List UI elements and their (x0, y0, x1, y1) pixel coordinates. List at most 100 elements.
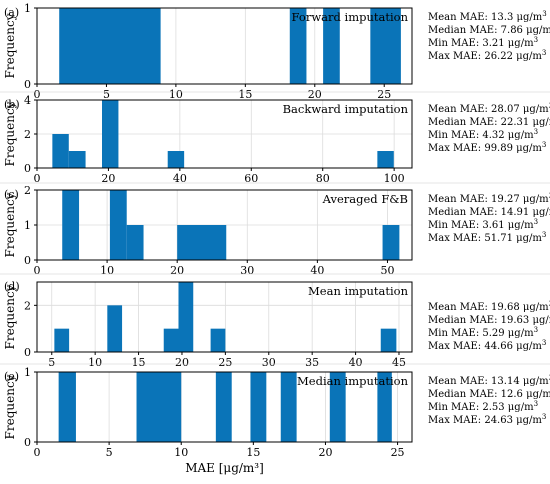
y-tick-label: 2 (24, 299, 31, 312)
x-tick-label: 25 (377, 88, 391, 101)
histogram-bar (126, 225, 144, 260)
panel-label: (c) (4, 188, 19, 201)
x-tick-label: 50 (380, 264, 394, 277)
x-tick-label: 0 (34, 88, 41, 101)
y-tick-label: 0 (24, 78, 31, 91)
stat-mean: Mean MAE: 19.27 μg/m3 (428, 192, 550, 205)
x-tick-label: 0 (34, 446, 41, 459)
histogram-bar (370, 8, 401, 84)
histogram-bar (289, 8, 307, 84)
histogram-bar (380, 328, 397, 352)
stat-median: Median MAE: 12.6 μg/m3 (428, 387, 550, 400)
y-tick-label: 0 (24, 254, 31, 267)
panel-label: (b) (4, 98, 20, 111)
x-tick-label: 20 (175, 356, 189, 369)
y-axis-label: Frequency (3, 284, 17, 349)
histogram-bar (178, 282, 194, 352)
x-tick-label: 30 (240, 264, 254, 277)
x-tick-label: 45 (392, 356, 406, 369)
stat-median: Median MAE: 22.31 μg/m3 (428, 115, 550, 128)
y-tick-label: 1 (24, 366, 31, 379)
histogram-bar (280, 372, 297, 442)
y-tick-label: 2 (24, 184, 31, 197)
histogram-bar (52, 134, 69, 168)
x-tick-label: 40 (349, 356, 363, 369)
histogram-bar (250, 372, 267, 442)
axes-frame (36, 7, 413, 85)
histogram-bar (109, 190, 127, 260)
x-tick-label: 30 (262, 356, 276, 369)
histogram-bar (58, 372, 76, 442)
histogram-bar (163, 328, 179, 352)
panel-label: (a) (4, 6, 19, 19)
y-tick-label: 2 (24, 128, 31, 141)
x-tick-label: 20 (308, 88, 322, 101)
y-tick-label: 0 (24, 346, 31, 359)
y-axis-label: Frequency (3, 101, 17, 166)
y-axis-label: Frequency (3, 13, 17, 78)
stat-min: Min MAE: 5.29 μg/m3 (428, 326, 538, 339)
x-tick-label: 25 (218, 356, 232, 369)
y-tick-label: 4 (24, 94, 31, 107)
panel-c: 0 10 20 30 40 50 0 1 2 Frequency(c) Averaged F&B Me… (3, 184, 550, 277)
panel-label: (e) (4, 370, 19, 383)
x-tick-label: 40 (173, 172, 187, 185)
histogram-bar (62, 190, 80, 260)
histogram-bar (215, 372, 232, 442)
panel-title: Mean imputation (308, 284, 409, 298)
stat-min: Min MAE: 2.53 μg/m3 (428, 400, 538, 413)
histogram-bar (177, 225, 227, 260)
panel-label: (d) (4, 280, 20, 293)
histogram-bar (167, 151, 185, 168)
x-tick-label: 25 (391, 446, 405, 459)
x-tick-label: 0 (34, 264, 41, 277)
histogram-bar (59, 8, 161, 84)
stat-min: Min MAE: 3.21 μg/m3 (428, 36, 538, 49)
axes-frame (36, 281, 413, 353)
x-tick-label: 20 (101, 172, 115, 185)
stat-max: Max MAE: 26.22 μg/m3 (428, 49, 546, 62)
x-tick-label: 10 (169, 88, 183, 101)
stat-min: Min MAE: 4.32 μg/m3 (428, 128, 538, 141)
histogram-bar (323, 8, 340, 84)
stat-max: Max MAE: 51.71 μg/m3 (428, 231, 546, 244)
y-axis-label: Frequency (3, 374, 17, 439)
x-tick-label: 20 (318, 446, 332, 459)
panel-title: Backward imputation (283, 102, 409, 116)
stat-max: Max MAE: 99.89 μg/m3 (428, 141, 546, 154)
x-tick-label: 80 (316, 172, 330, 185)
panel-d: 5 10 15 20 25 30 35 40 45 0 2 Frequency(d) Mean impu… (3, 280, 550, 369)
histogram-bar (377, 372, 392, 442)
panel-a: 0 5 10 15 20 25 0 1 Frequency(a) Forward imputati… (3, 2, 550, 101)
y-tick-label: 0 (24, 162, 31, 175)
x-tick-label: 10 (174, 446, 188, 459)
panel-title: Forward imputation (292, 10, 409, 24)
histogram-bar (54, 328, 70, 352)
x-tick-label: 5 (106, 446, 113, 459)
stat-mean: Mean MAE: 19.68 μg/m3 (428, 300, 550, 313)
x-tick-label: 15 (246, 446, 260, 459)
histogram-bar (68, 151, 86, 168)
histogram-bar (136, 372, 182, 442)
x-tick-label: 60 (244, 172, 258, 185)
x-tick-label: 0 (34, 172, 41, 185)
histogram-bar (107, 305, 123, 352)
y-tick-label: 0 (24, 436, 31, 449)
y-tick-label: 1 (24, 219, 31, 232)
panel-e: 0 5 10 15 20 25 0 1 Frequency(e) Median imputatio… (3, 366, 550, 475)
stat-median: Median MAE: 14.91 μg/m3 (428, 205, 550, 218)
axes-frame (36, 371, 413, 443)
stat-max: Max MAE: 44.66 μg/m3 (428, 339, 546, 352)
stat-mean: Mean MAE: 28.07 μg/m3 (428, 102, 550, 115)
stat-mean: Mean MAE: 13.3 μg/m3 (428, 10, 547, 23)
histogram-bar (329, 372, 346, 442)
x-tick-label: 5 (103, 88, 110, 101)
x-tick-label: 35 (305, 356, 319, 369)
x-tick-label: 15 (132, 356, 146, 369)
histogram-bar (102, 100, 119, 168)
y-axis-label: Frequency (3, 192, 17, 257)
stat-mean: Mean MAE: 13.14 μg/m3 (428, 374, 550, 387)
x-tick-label: 5 (48, 356, 55, 369)
histogram-bar (382, 225, 400, 260)
panel-title: Averaged F&B (322, 192, 408, 206)
